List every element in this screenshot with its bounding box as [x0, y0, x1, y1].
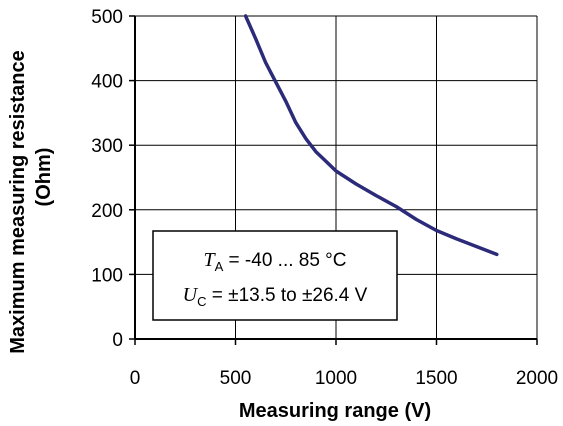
y-tick-label: 300 [91, 136, 123, 157]
annotation-text-2: = ±13.5 to ±26.4 V [207, 285, 368, 306]
annotation-var-uc: U [183, 284, 199, 306]
annotation-text-1: = -40 ... 85 °C [223, 250, 346, 271]
y-tick-label: 200 [91, 201, 123, 222]
series-group [243, 14, 499, 257]
x-tick-label: 500 [220, 368, 252, 389]
y-axis-title-line2: (Ohm) [33, 148, 55, 207]
y-axis-title-line1: Maximum measuring resistance [7, 50, 29, 353]
axes [129, 15, 538, 345]
y-tick-labels: 0 100 200 300 400 500 [91, 7, 123, 351]
x-tick-label: 0 [130, 368, 141, 389]
y-tick-label: 500 [91, 7, 123, 28]
annotation-var-ta: T [203, 249, 216, 271]
annotation-sub-a: A [215, 259, 224, 274]
x-tick-label: 1500 [415, 368, 457, 389]
x-axis-title: Measuring range (V) [239, 400, 431, 422]
annotation-box: TA = -40 ... 85 °C UC = ±13.5 to ±26.4 V [152, 230, 398, 321]
y-tick-label: 0 [112, 330, 123, 351]
x-tick-label: 2000 [516, 368, 558, 389]
annotation-line-1: TA = -40 ... 85 °C [203, 249, 346, 274]
y-tick-label: 400 [91, 72, 123, 93]
annotation-line-2: UC = ±13.5 to ±26.4 V [183, 284, 368, 309]
x-tick-labels: 0 500 1000 1500 2000 [130, 368, 558, 389]
y-tick-label: 100 [91, 265, 123, 286]
annotation-border [152, 230, 398, 321]
annotation-sub-c: C [197, 294, 206, 309]
series-line [243, 14, 499, 257]
x-tick-label: 1000 [315, 368, 357, 389]
